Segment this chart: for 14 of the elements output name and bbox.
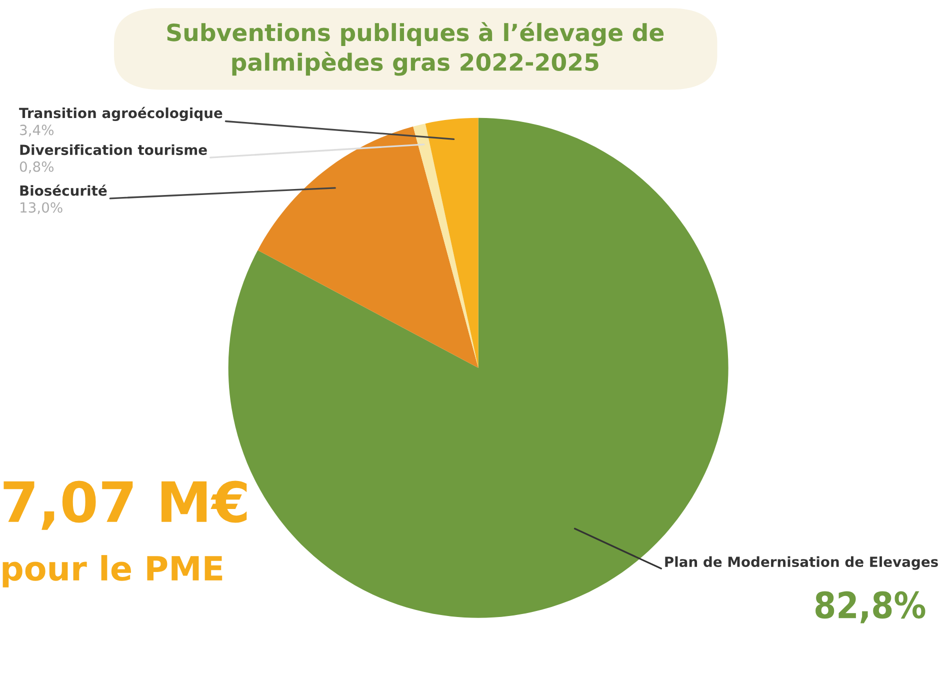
data-label: 82,8% [816, 591, 926, 624]
pie-slice [258, 126, 478, 368]
data-label: 0,8% [20, 161, 54, 174]
chart-title: Subventions publiques à l’élevage de palmipèdes gras 2022-2025 [167, 22, 664, 76]
slice-label: Diversification tourisme [20, 144, 207, 156]
text: pour le PME [2, 555, 222, 588]
pie-slice [425, 118, 478, 368]
data-label: 3,4% [20, 124, 54, 137]
text: 7,07 M€ [4, 480, 247, 530]
slice-label: Transition agroécologique [19, 106, 222, 122]
data-label: 13,0% [20, 202, 62, 214]
slice-label: Plan de Modernisation de Elevages [665, 556, 938, 570]
slice-label: Biosécurité [20, 184, 107, 196]
pie-slice [413, 124, 478, 368]
